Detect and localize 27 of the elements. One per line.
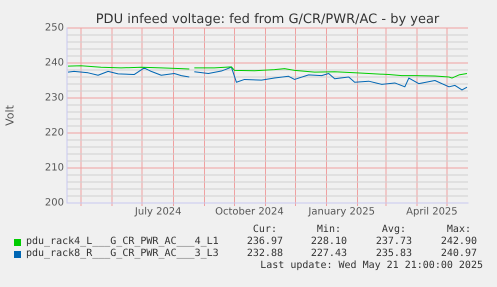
text: Cur: [252, 224, 277, 236]
text: Min: [316, 224, 341, 236]
text: 237.73 [376, 236, 412, 248]
legend-label: pdu_rack4_L___G_CR_PWR_AC___4_L1 [26, 236, 219, 248]
text: 242.90 [440, 236, 477, 248]
text: 228.10 [310, 236, 347, 248]
text: 227.43 [310, 248, 347, 260]
y-tick-label: 250 [44, 22, 64, 34]
text: 232.88 [246, 248, 283, 260]
y-tick-label: 240 [44, 58, 64, 69]
x-tick-label: October 2024 [215, 206, 284, 218]
y-tick-label: 230 [44, 92, 64, 104]
text: Max: [446, 224, 471, 236]
y-axis-title: Volt [3, 104, 16, 126]
x-tick-label: July 2024 [134, 206, 182, 218]
text: 236.97 [246, 236, 283, 248]
text: 235.83 [376, 248, 412, 260]
text: 240.97 [440, 248, 477, 260]
y-tick-label: 200 [44, 198, 64, 209]
text: Last update: Wed May 21 21:00:00 2025 [260, 260, 483, 272]
text: Avg: [382, 224, 406, 236]
y-tick-label: 210 [44, 162, 64, 174]
chart-title: PDU infeed voltage: fed from G/CR/PWR/AC - by year [96, 12, 440, 27]
x-tick-label: January 2025 [307, 206, 375, 218]
x-tick-label: April 2025 [406, 206, 458, 218]
y-tick-label: 220 [44, 128, 64, 139]
legend-label: pdu_rack8_R___G_CR_PWR_AC___3_L3 [26, 248, 219, 260]
